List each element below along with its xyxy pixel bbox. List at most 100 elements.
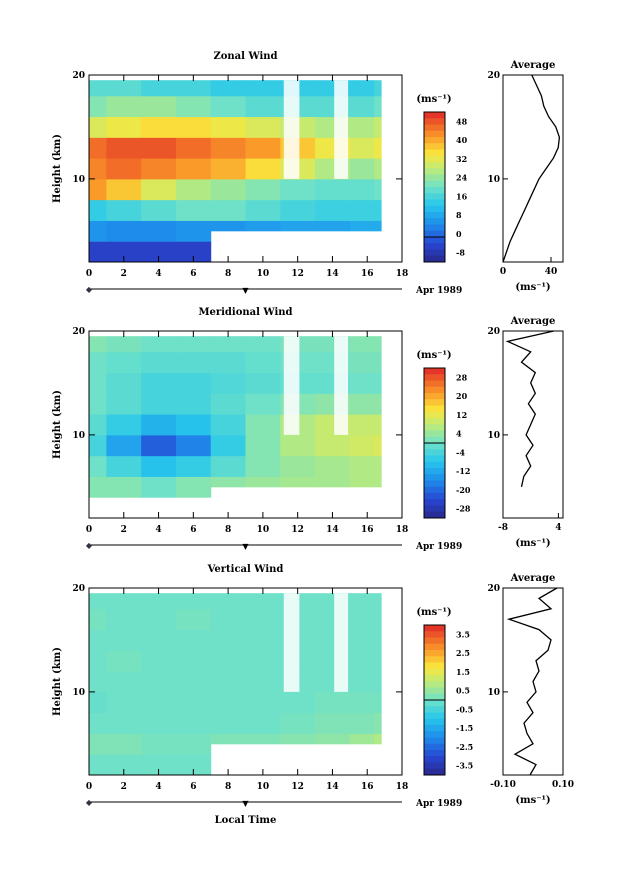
heatmap-cell bbox=[245, 650, 281, 672]
heatmap-cell bbox=[374, 455, 382, 477]
colorbar-segment bbox=[424, 731, 445, 738]
heatmap-cell bbox=[374, 691, 382, 714]
heatmap-cell bbox=[245, 178, 281, 201]
colorbar-tick-label: 1.5 bbox=[456, 667, 470, 677]
date-label: Apr 1989 bbox=[415, 542, 462, 552]
colorbar-segment bbox=[424, 130, 445, 138]
heatmap-cell bbox=[175, 220, 212, 242]
heatmap-cell bbox=[141, 116, 177, 138]
heatmap-cell bbox=[245, 691, 281, 714]
x-tick-label: 12 bbox=[291, 525, 304, 535]
heatmap-cell bbox=[210, 137, 246, 159]
heatmap-cell bbox=[141, 455, 177, 477]
heatmap-cell bbox=[374, 393, 382, 415]
date-label: Apr 1989 bbox=[415, 286, 462, 296]
heatmap-cell bbox=[349, 414, 375, 436]
heatmap-cell bbox=[106, 414, 142, 436]
heatmap-cell bbox=[106, 593, 142, 610]
heatmap-cell bbox=[106, 80, 142, 97]
colorbar-segment bbox=[424, 393, 445, 400]
heatmap-cell bbox=[141, 241, 177, 263]
colorbar-segment bbox=[424, 625, 445, 632]
data-gap bbox=[283, 80, 300, 179]
heatmap-cell bbox=[349, 608, 375, 631]
heatmap-cell bbox=[175, 414, 212, 436]
date-marker: ▼ bbox=[242, 541, 249, 551]
heatmap-cell bbox=[175, 80, 212, 97]
x-tick-label: 2 bbox=[121, 782, 127, 792]
heatmap-cell bbox=[175, 372, 212, 394]
panel-title: Zonal Wind bbox=[213, 51, 277, 62]
x-tick-label: 0 bbox=[86, 525, 92, 535]
colorbar-segment bbox=[424, 199, 445, 207]
heatmap-cell bbox=[106, 671, 142, 693]
heatmap-cell bbox=[175, 393, 212, 415]
heatmap-cell bbox=[89, 455, 107, 477]
colorbar-tick-label: 20 bbox=[456, 391, 468, 401]
colorbar-tick-label: 40 bbox=[456, 135, 468, 145]
colorbar-segment bbox=[424, 656, 445, 663]
date-start-marker: ◆ bbox=[86, 540, 93, 550]
heatmap-cell bbox=[280, 476, 316, 488]
heatmap-cell bbox=[349, 650, 375, 672]
average-profile-line bbox=[506, 587, 558, 776]
colorbar-segment bbox=[424, 468, 445, 475]
plot-frame bbox=[88, 587, 403, 776]
heatmap-cell bbox=[210, 455, 246, 477]
heatmap-cell bbox=[245, 351, 281, 374]
colorbar-segment bbox=[424, 712, 445, 720]
heatmap-cell bbox=[349, 372, 375, 394]
heatmap-cell bbox=[106, 712, 142, 734]
x-tick-label: 18 bbox=[396, 782, 409, 792]
heatmap-cell bbox=[141, 137, 177, 159]
heatmap-cell bbox=[374, 650, 382, 672]
heatmap-cell bbox=[374, 95, 382, 118]
heatmap-cell bbox=[175, 691, 212, 714]
colorbar-segment bbox=[424, 662, 445, 670]
colorbar-segment bbox=[424, 480, 445, 488]
y-tick-label: 10 bbox=[72, 175, 85, 185]
panel-2: Vertical Wind 10 20 Height (km) 0 2 4 6 8 10 12 14 1… bbox=[52, 564, 574, 809]
average-x-tick-label: 0 bbox=[500, 267, 506, 277]
date-start-marker: ◆ bbox=[86, 797, 93, 807]
heatmap-cell bbox=[106, 336, 142, 353]
heatmap-cell bbox=[245, 393, 281, 415]
colorbar-segment bbox=[424, 143, 445, 150]
heatmap-cell bbox=[89, 158, 107, 180]
colorbar-segment bbox=[424, 368, 445, 375]
heatmap-cell bbox=[245, 220, 281, 232]
heatmap-cell bbox=[245, 116, 281, 138]
heatmap-cell bbox=[315, 712, 351, 734]
average-x-tick-label: 0.10 bbox=[552, 780, 574, 790]
heatmap-cell bbox=[106, 455, 142, 477]
heatmap-cell bbox=[374, 476, 382, 488]
heatmap-cell bbox=[374, 116, 382, 138]
heatmap-cell bbox=[210, 80, 246, 97]
average-x-tick-label: 40 bbox=[545, 267, 558, 277]
heatmap-cell bbox=[210, 351, 246, 374]
plot-frame bbox=[88, 74, 403, 263]
heatmap-cell bbox=[280, 199, 316, 221]
heatmap-cell bbox=[210, 671, 246, 693]
average-unit: (ms⁻¹) bbox=[515, 282, 550, 293]
heatmap-cell bbox=[210, 712, 246, 734]
heatmap-cell bbox=[315, 220, 351, 232]
average-y-tick-label: 10 bbox=[487, 175, 500, 185]
heatmap-cell bbox=[175, 476, 212, 498]
colorbar-tick-label: 0 bbox=[456, 229, 462, 239]
colorbar-tick-label: -2.5 bbox=[456, 742, 473, 752]
heatmap-cell bbox=[280, 712, 316, 734]
heatmap-cell bbox=[141, 593, 177, 610]
heatmap-cell bbox=[280, 733, 316, 745]
colorbar-segment bbox=[424, 650, 445, 657]
heatmap-cell bbox=[141, 712, 177, 734]
heatmap-cell bbox=[245, 95, 281, 118]
heatmap-cell bbox=[141, 671, 177, 693]
colorbar-tick-label: 48 bbox=[456, 116, 468, 126]
heatmap-cell bbox=[89, 80, 107, 97]
average-y-tick-label: 20 bbox=[487, 327, 500, 337]
heatmap-cell bbox=[106, 199, 142, 221]
colorbar-segment bbox=[424, 174, 445, 182]
average-x-tick-label: 4 bbox=[555, 523, 561, 533]
y-tick-label: 10 bbox=[72, 431, 85, 441]
